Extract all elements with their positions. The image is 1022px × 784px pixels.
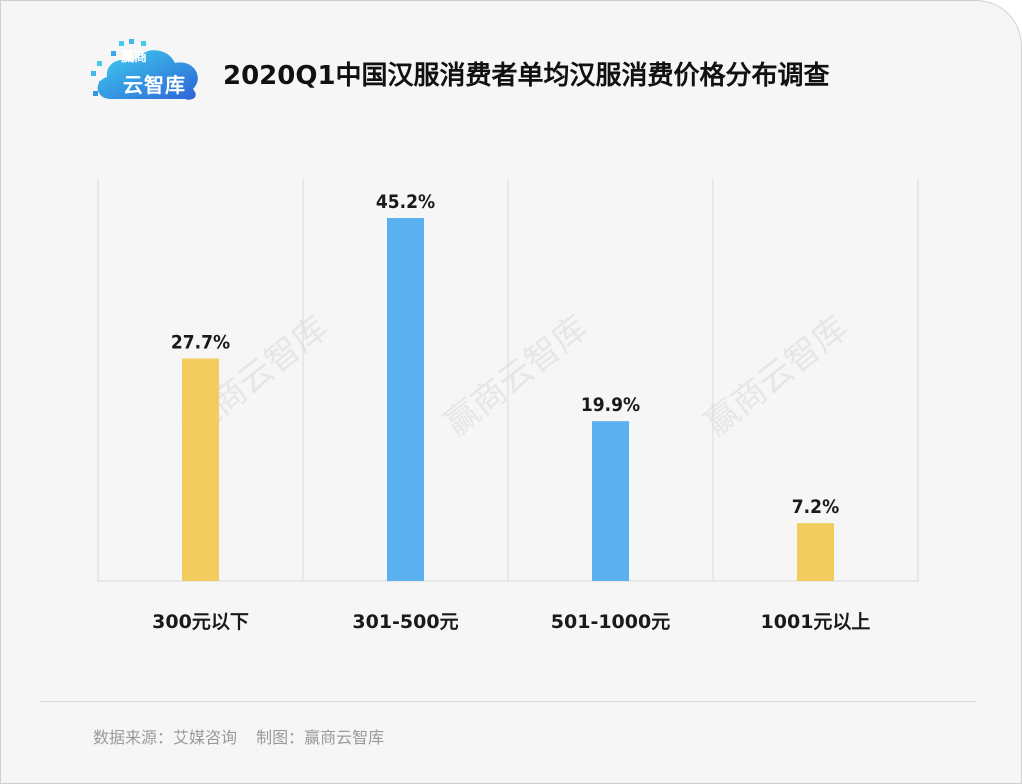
data-label: 19.9% xyxy=(581,394,640,416)
bar-chart: 27.7% 300元以下 45.2% 301-500元 19.9% 501-1000元 7.… xyxy=(97,179,919,633)
logo: 赢商 云智库 xyxy=(89,37,207,105)
logo-main-text: 云智库 xyxy=(123,73,186,97)
cloud-logo-icon xyxy=(91,39,198,100)
chart-title: 2020Q1中国汉服消费者单均汉服消费价格分布调查 xyxy=(223,61,830,91)
data-label: 27.7% xyxy=(171,332,230,354)
source-text: 数据来源：艾媒咨询 xyxy=(93,728,238,747)
category-label: 301-500元 xyxy=(352,611,458,633)
logo-top-text: 赢商 xyxy=(121,50,148,65)
footer: 数据来源：艾媒咨询 制图：赢商云智库 xyxy=(93,724,384,748)
footer-divider xyxy=(39,701,977,702)
data-label: 45.2% xyxy=(376,191,435,213)
bar xyxy=(182,358,219,581)
credit-text: 制图：赢商云智库 xyxy=(256,728,385,747)
bar xyxy=(592,421,629,581)
category-label: 300元以下 xyxy=(152,611,249,633)
category-label: 501-1000元 xyxy=(551,611,670,633)
bar xyxy=(387,218,424,581)
data-label: 7.2% xyxy=(792,496,839,518)
category-label: 1001元以上 xyxy=(761,611,871,633)
bar xyxy=(797,523,834,581)
